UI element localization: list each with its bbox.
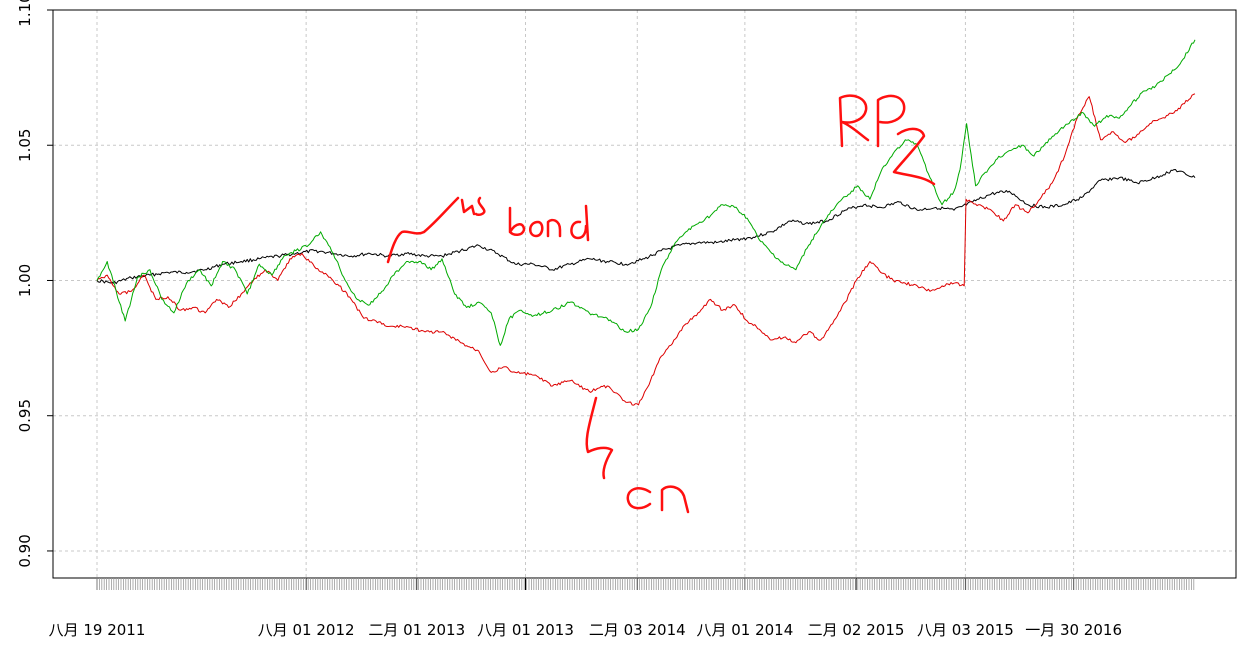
y-tick-label: 1.05: [16, 129, 34, 162]
x-tick-label: 二月 01 2013: [368, 621, 465, 639]
annotation-rp: [838, 94, 936, 186]
x-minor-ticks: [96, 578, 1195, 590]
y-tick-label: 0.90: [16, 534, 34, 567]
x-tick-label: 八月 03 2015: [917, 621, 1014, 639]
annotation-cn: [585, 396, 690, 514]
series-line-0: [96, 169, 1196, 285]
x-tick-label: 八月 01 2013: [477, 621, 574, 639]
plot-frame: [52, 9, 1237, 579]
x-tick-label: 八月 19 2011: [49, 621, 146, 639]
x-tick-label: 二月 02 2015: [808, 621, 905, 639]
x-axis: 八月 19 2011 八月 01 2012 二月 01 2013 八月 01 2013…: [49, 578, 1195, 639]
y-tick-label: 1.10: [16, 0, 34, 27]
annotation-us-bond: [386, 196, 590, 264]
y-axis: 0.90 0.95 1.00 1.05 1.10: [16, 0, 53, 568]
y-tick-label: 1.00: [16, 264, 34, 297]
x-tick-label: 八月 01 2012: [258, 621, 355, 639]
x-tick-label: 八月 01 2014: [696, 621, 793, 639]
x-tick-label: 一月 30 2016: [1025, 621, 1122, 639]
series-lines: [96, 39, 1196, 406]
series-line-2: [96, 39, 1196, 346]
x-tick-label: 二月 03 2014: [589, 621, 686, 639]
series-line-1: [96, 93, 1196, 406]
y-tick-label: 0.95: [16, 399, 34, 432]
grid: [53, 9, 1236, 578]
